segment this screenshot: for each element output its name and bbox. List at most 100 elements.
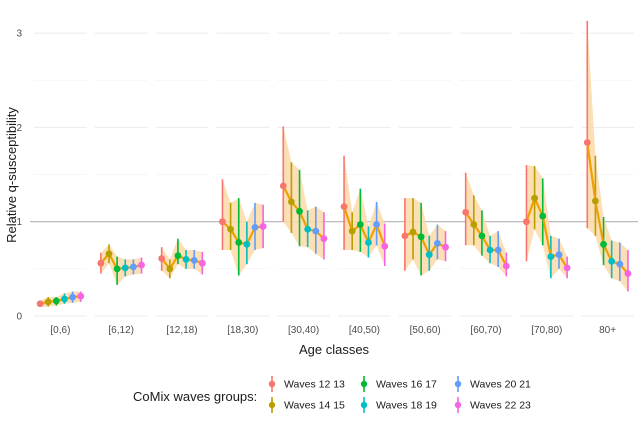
y-tick-label: 3: [16, 29, 22, 40]
data-point: [348, 227, 356, 235]
data-point: [190, 256, 198, 264]
y-tick-label: 1: [16, 217, 22, 228]
data-point: [312, 227, 320, 235]
x-tick-label: [0,6): [50, 325, 70, 336]
data-point: [36, 300, 44, 308]
data-point: [381, 242, 389, 250]
data-point: [166, 265, 174, 273]
data-point: [182, 256, 190, 263]
confidence-band: [283, 126, 324, 260]
data-point: [401, 232, 409, 240]
data-point: [624, 270, 632, 277]
data-point: [304, 225, 312, 233]
data-point: [198, 259, 206, 267]
x-tick-label: [6,12): [108, 325, 134, 336]
confidence-band: [587, 20, 628, 292]
trend-line: [343, 206, 386, 247]
data-point: [583, 139, 591, 146]
data-point: [434, 239, 441, 247]
data-point: [44, 298, 52, 306]
x-tick-label: [70,80): [531, 325, 562, 336]
data-point: [494, 246, 502, 254]
data-point: [409, 228, 417, 236]
data-point: [77, 292, 85, 300]
confidence-band: [222, 179, 264, 276]
x-tick-label: [40,50): [349, 325, 380, 336]
data-point: [130, 263, 137, 271]
data-point: [61, 295, 68, 303]
data-point: [288, 198, 295, 206]
legend-key-point: [454, 380, 462, 388]
data-point: [547, 253, 555, 260]
data-point: [105, 250, 113, 258]
legend-title: CoMix waves groups:: [133, 389, 257, 404]
data-point: [138, 261, 145, 269]
legend-label: Waves 18 19: [376, 400, 437, 412]
data-point: [296, 207, 303, 215]
axis-layer: 0 1 2 3 [0,6) [6,12) [12,18) [18,30) [30,40) [40,…: [16, 29, 616, 336]
data-point: [470, 221, 478, 228]
legend-label: Waves 20 21: [470, 379, 531, 391]
legend-key-point: [268, 380, 276, 388]
data-point: [373, 221, 380, 228]
data-point: [425, 251, 433, 259]
data-point: [539, 212, 547, 220]
legend-label: Waves 12 13: [284, 379, 345, 391]
data-point: [97, 259, 105, 267]
x-tick-label: [18,30): [227, 325, 258, 336]
data-point: [259, 223, 267, 230]
y-tick-label: 2: [16, 123, 22, 134]
x-tick-label: [12,18): [166, 325, 197, 336]
data-point: [486, 246, 494, 254]
confidence-band: [526, 165, 568, 279]
x-tick-label: 80+: [599, 325, 616, 336]
legend-label: Waves 14 15: [284, 400, 345, 412]
data-point: [340, 203, 348, 211]
data-point: [113, 265, 121, 273]
data-point: [563, 264, 571, 272]
y-axis-title: Relative q-susceptibility: [4, 107, 19, 243]
data-point: [52, 297, 60, 305]
legend-key-point: [360, 380, 368, 388]
data-point: [600, 240, 607, 248]
band-layer: [40, 20, 628, 307]
data-point: [251, 223, 259, 231]
data-point: [442, 243, 449, 251]
data-point: [608, 257, 616, 265]
data-point: [592, 197, 599, 205]
data-point: [235, 239, 243, 246]
data-point: [502, 262, 510, 270]
x-tick-label: [60,70): [470, 325, 501, 336]
point-layer: [36, 139, 632, 308]
legend-key-point: [454, 401, 462, 409]
data-point: [531, 194, 538, 202]
legend-label: Waves 22 23: [470, 400, 531, 412]
data-point: [478, 232, 486, 240]
legend-label: Waves 16 17: [376, 379, 437, 391]
data-point: [227, 225, 235, 233]
data-point: [279, 182, 287, 190]
data-point: [320, 235, 328, 243]
data-point: [158, 255, 166, 262]
data-point: [555, 251, 563, 259]
confidence-band: [404, 198, 446, 276]
x-tick-label: [30,40): [288, 325, 319, 336]
data-point: [174, 252, 182, 260]
legend-key-point: [360, 401, 368, 409]
data-point: [243, 240, 251, 248]
legend: CoMix waves groups: Waves 12 13 Waves 14 …: [133, 376, 531, 413]
confidence-band: [344, 155, 385, 267]
legend-key-point: [268, 401, 276, 409]
x-axis-title: Age classes: [299, 342, 370, 357]
data-point: [417, 233, 425, 241]
grid-layer: [30, 32, 638, 317]
data-point: [219, 218, 226, 226]
data-point: [69, 293, 76, 301]
data-point: [616, 260, 624, 268]
data-point: [462, 208, 470, 216]
data-point: [356, 221, 364, 228]
y-tick-label: 0: [16, 312, 22, 323]
data-point: [523, 218, 530, 226]
